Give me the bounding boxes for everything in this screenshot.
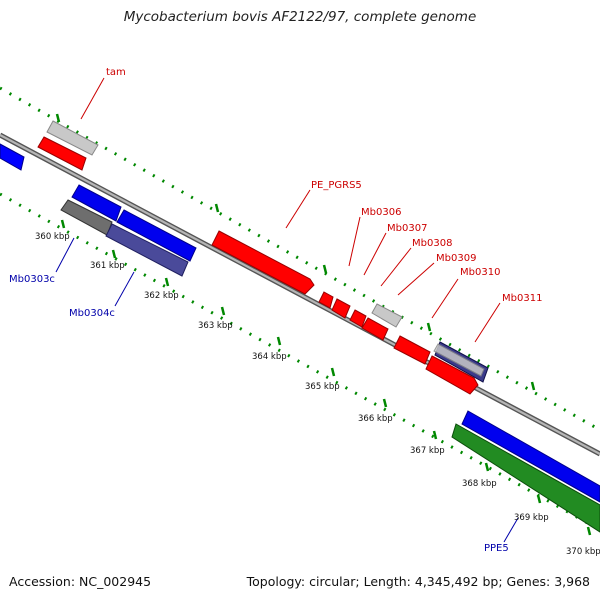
- gene-label-tam[interactable]: tam: [106, 67, 126, 78]
- kbp-tick-marks: [60, 219, 592, 536]
- ruler-label: 362 kbp: [144, 291, 179, 301]
- leader-mb0310: [431, 278, 459, 319]
- backbone-fill: [0, 134, 600, 455]
- rna-feature-arrow[interactable]: [451, 423, 600, 533]
- gene-arrow-reverse-dim[interactable]: [105, 223, 189, 277]
- outer-kbp-tick-marks: [55, 113, 536, 391]
- gene-label-mb0307[interactable]: Mb0307: [387, 223, 427, 234]
- leader-pe-pgrs5: [285, 189, 311, 229]
- tick-mark: [60, 219, 66, 229]
- ruler-label: 370 kbp: [566, 547, 600, 557]
- gene-arrow-forward[interactable]: [211, 230, 315, 295]
- tick-mark: [432, 430, 438, 440]
- gene-label-mb0311[interactable]: Mb0311: [502, 293, 542, 304]
- tick-mark: [214, 203, 220, 213]
- gene-label-mb0310[interactable]: Mb0310: [460, 267, 500, 278]
- gene-arrow-forward[interactable]: [349, 309, 367, 328]
- gene-label-mb0306[interactable]: Mb0306: [361, 207, 401, 218]
- forward-gene-labels: tam PE_PGRS5 Mb0306 Mb0307 Mb0308 Mb0309…: [106, 67, 542, 304]
- gene-arrow-reverse[interactable]: [0, 143, 25, 171]
- pseudogene-arrow[interactable]: [433, 343, 485, 377]
- gene-label-ppe5[interactable]: PPE5: [484, 543, 509, 554]
- ruler-label: 368 kbp: [462, 479, 497, 489]
- label-leader-lines: [55, 77, 519, 543]
- ruler-label: 367 kbp: [410, 446, 445, 456]
- gene-arrow-forward[interactable]: [331, 298, 351, 319]
- ruler-label: 363 kbp: [198, 321, 233, 331]
- leader-mb0307: [363, 232, 387, 276]
- accession-text: Accession: NC_002945: [9, 574, 152, 589]
- gene-label-mb0309[interactable]: Mb0309: [436, 253, 476, 264]
- gene-arrow-reverse[interactable]: [461, 410, 600, 503]
- pseudogene-arrow[interactable]: [371, 303, 403, 328]
- gene-arrow-reverse[interactable]: [116, 209, 197, 262]
- gene-arrow-forward[interactable]: [361, 317, 389, 341]
- genome-backbone: [0, 132, 600, 457]
- gene-label-pe-pgrs5[interactable]: PE_PGRS5: [311, 180, 362, 191]
- leader-mb0311: [474, 302, 501, 343]
- ruler-label: 364 kbp: [252, 352, 287, 362]
- outer-dotted-line: [0, 86, 600, 432]
- leader-mb0306: [348, 216, 361, 267]
- reverse-strand-genes: [0, 143, 600, 533]
- tick-mark: [330, 367, 336, 377]
- tick-mark: [484, 462, 490, 472]
- gene-arrow-forward[interactable]: [37, 136, 87, 171]
- gene-arrow-forward[interactable]: [425, 355, 479, 395]
- genome-summary-text: Topology: circular; Length: 4,345,492 bp…: [246, 574, 590, 589]
- tick-mark: [426, 322, 432, 332]
- tick-mark: [586, 526, 592, 536]
- inner-dotted-ruler: [0, 192, 600, 532]
- map-title: Mycobacterium bovis AF2122/97, complete …: [123, 9, 477, 25]
- pseudogene-arrow[interactable]: [46, 120, 99, 156]
- gene-label-mb0304c[interactable]: Mb0304c: [69, 308, 115, 319]
- leader-mb0303c: [55, 237, 75, 273]
- gene-arrow-forward[interactable]: [318, 291, 334, 309]
- tick-mark: [276, 336, 282, 346]
- forward-strand-genes: [37, 120, 485, 395]
- leader-tam: [80, 77, 105, 120]
- gene-label-mb0303c[interactable]: Mb0303c: [9, 274, 55, 285]
- leader-mb0309: [397, 262, 435, 296]
- tick-mark: [322, 264, 328, 274]
- tick-mark: [220, 306, 226, 316]
- reverse-gene-labels: Mb0303c Mb0304c PPE5: [9, 274, 509, 554]
- tick-mark: [111, 249, 117, 259]
- leader-mb0308: [380, 247, 412, 287]
- leader-mb0304c: [114, 271, 135, 307]
- ruler-label: 360 kbp: [35, 232, 70, 242]
- ruler-label: 366 kbp: [358, 414, 393, 424]
- ruler-label: 361 kbp: [90, 261, 125, 271]
- ruler-label: 369 kbp: [514, 513, 549, 523]
- tick-mark: [382, 398, 388, 408]
- ruler-labels: 360 kbp 361 kbp 362 kbp 363 kbp 364 kbp …: [35, 232, 600, 557]
- inner-dotted-line: [0, 192, 600, 532]
- leader-ppe5: [503, 517, 519, 543]
- gene-label-mb0308[interactable]: Mb0308: [412, 238, 452, 249]
- tick-mark: [164, 277, 170, 287]
- tick-mark: [530, 381, 536, 391]
- tick-mark: [55, 113, 61, 123]
- tick-mark: [536, 494, 542, 504]
- ruler-label: 365 kbp: [305, 382, 340, 392]
- gene-arrow-forward[interactable]: [393, 335, 431, 365]
- outer-dotted-ruler: [0, 86, 600, 432]
- gene-arrow-reverse[interactable]: [71, 184, 122, 222]
